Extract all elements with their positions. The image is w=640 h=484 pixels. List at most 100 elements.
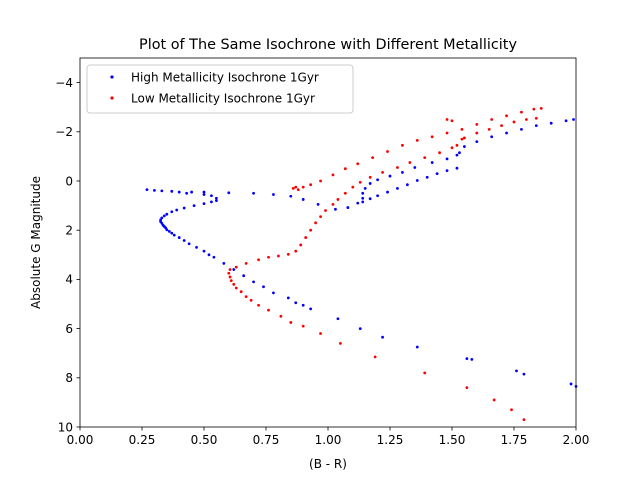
data-point-series-0-38 xyxy=(162,214,166,218)
data-point-series-1-23 xyxy=(244,262,248,265)
data-point-series-1-32 xyxy=(314,221,317,225)
x-tick-label-7: 1.75 xyxy=(501,433,528,447)
data-point-series-1-38 xyxy=(351,185,355,189)
data-point-series-0-5 xyxy=(465,357,469,361)
data-point-series-1-15 xyxy=(239,290,243,294)
data-point-series-0-15 xyxy=(262,285,265,289)
data-point-series-0-50 xyxy=(202,190,206,194)
data-point-series-0-48 xyxy=(210,194,213,198)
data-point-series-1-24 xyxy=(257,258,260,262)
data-point-series-0-9 xyxy=(336,317,340,321)
x-axis-label: (B - R) xyxy=(309,457,347,471)
data-point-series-1-27 xyxy=(286,252,290,256)
data-point-series-1-62 xyxy=(301,185,305,189)
data-point-series-1-14 xyxy=(244,295,248,299)
data-point-series-0-65 xyxy=(346,206,350,209)
data-point-series-1-16 xyxy=(234,286,238,290)
y-tick-label-5: 6 xyxy=(65,322,73,336)
data-point-series-0-23 xyxy=(195,246,198,249)
data-point-series-0-28 xyxy=(170,231,174,235)
data-point-series-0-75 xyxy=(430,161,434,164)
y-tick-label-3: 2 xyxy=(65,224,73,238)
data-point-series-1-45 xyxy=(438,151,441,155)
data-point-series-1-76 xyxy=(490,118,494,121)
data-point-series-1-72 xyxy=(430,135,434,139)
data-point-series-1-1 xyxy=(510,408,513,412)
data-point-series-0-85 xyxy=(549,121,553,125)
data-point-series-1-43 xyxy=(408,161,412,164)
data-point-series-1-20 xyxy=(227,271,231,275)
data-point-series-1-34 xyxy=(324,209,327,212)
data-point-series-0-45 xyxy=(210,200,213,204)
data-point-series-1-11 xyxy=(267,308,270,312)
data-point-series-0-84 xyxy=(534,124,538,128)
data-point-series-0-24 xyxy=(187,242,191,246)
data-point-series-0-25 xyxy=(182,239,186,242)
data-point-series-1-42 xyxy=(396,166,399,169)
data-point-series-1-36 xyxy=(336,198,340,201)
data-point-series-0-13 xyxy=(286,296,290,300)
y-axis-label: Absolute G Magnitude xyxy=(29,176,43,309)
data-point-series-0-93 xyxy=(405,183,409,187)
x-tick-label-8: 2.00 xyxy=(563,433,590,447)
data-point-series-0-26 xyxy=(177,236,181,239)
points-layer xyxy=(145,107,578,422)
data-point-series-0-64 xyxy=(334,207,337,211)
legend-label-low: Low Metallicity Isochrone 1Gyr xyxy=(131,92,315,106)
y-tick-label-4: 4 xyxy=(65,273,73,287)
data-point-series-1-10 xyxy=(279,314,283,318)
data-point-series-0-12 xyxy=(294,301,298,305)
data-point-series-1-37 xyxy=(343,191,347,195)
data-point-series-1-28 xyxy=(294,249,298,253)
data-point-series-1-64 xyxy=(319,179,322,183)
data-point-series-0-71 xyxy=(376,178,379,182)
data-point-series-0-67 xyxy=(361,196,365,200)
x-axis-ticks: 0.00 0.25 0.50 0.75 1.00 1.25 1.50 1.75 2.00 xyxy=(67,427,590,447)
data-point-series-0-74 xyxy=(413,166,417,169)
data-point-series-1-68 xyxy=(371,156,375,160)
data-point-series-1-74 xyxy=(460,127,464,131)
data-point-series-0-86 xyxy=(564,119,568,123)
data-point-series-1-21 xyxy=(228,268,232,271)
data-point-series-1-0 xyxy=(522,418,526,422)
data-point-series-1-4 xyxy=(423,371,427,375)
y-tick-label-0: −4 xyxy=(55,76,73,90)
data-point-series-1-54 xyxy=(500,124,503,128)
data-point-series-1-69 xyxy=(386,150,389,153)
data-point-series-1-39 xyxy=(358,180,362,184)
data-point-series-1-40 xyxy=(368,175,372,179)
data-point-series-0-19 xyxy=(222,262,226,265)
data-point-series-0-47 xyxy=(215,196,218,200)
data-point-series-0-62 xyxy=(301,198,305,201)
data-point-series-1-77 xyxy=(505,114,508,118)
data-point-series-1-5 xyxy=(373,355,377,359)
data-point-series-0-21 xyxy=(207,253,211,257)
data-point-series-0-17 xyxy=(242,274,246,278)
data-point-series-1-25 xyxy=(267,255,270,259)
data-point-series-1-41 xyxy=(381,170,384,174)
data-point-series-0-80 xyxy=(475,140,479,144)
data-point-series-0-97 xyxy=(445,169,449,173)
data-point-series-1-2 xyxy=(492,398,496,402)
data-point-series-1-53 xyxy=(487,127,491,131)
data-point-series-0-57 xyxy=(145,188,149,192)
data-point-series-0-10 xyxy=(309,307,313,311)
data-point-series-1-61 xyxy=(296,188,300,192)
data-point-series-0-3 xyxy=(515,369,518,373)
y-axis-ticks: −4 −2 0 2 4 6 8 10 xyxy=(55,76,80,434)
data-point-series-0-56 xyxy=(153,188,156,192)
data-point-series-0-41 xyxy=(175,208,179,212)
legend-marker-low xyxy=(110,96,114,100)
data-point-series-0-14 xyxy=(272,291,275,295)
data-point-series-0-87 xyxy=(572,118,575,121)
data-point-series-0-58 xyxy=(227,191,231,195)
data-point-series-0-8 xyxy=(358,327,362,330)
y-tick-label-6: 8 xyxy=(65,371,73,385)
data-point-series-1-75 xyxy=(475,123,479,126)
x-tick-label-1: 0.25 xyxy=(129,433,156,447)
data-point-series-0-20 xyxy=(212,255,216,259)
data-point-series-1-7 xyxy=(319,332,322,335)
data-point-series-0-53 xyxy=(177,190,181,194)
data-point-series-0-92 xyxy=(396,186,399,190)
data-point-series-1-9 xyxy=(289,321,293,324)
